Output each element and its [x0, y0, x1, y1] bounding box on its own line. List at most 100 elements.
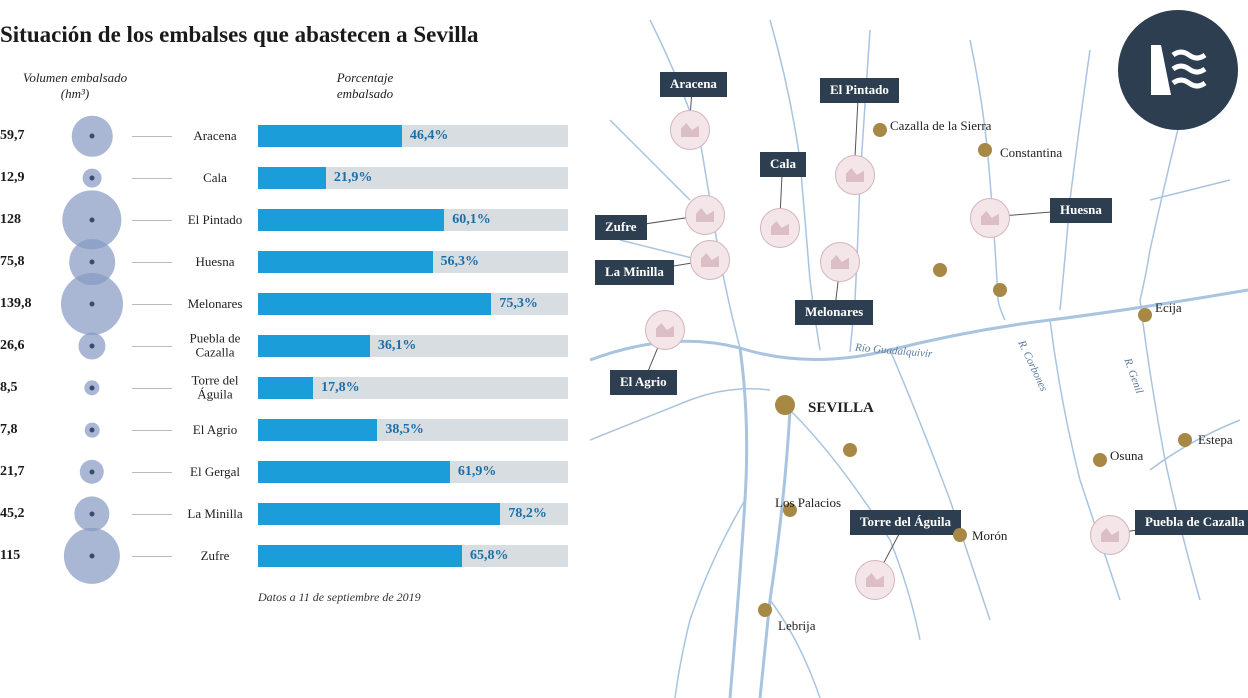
reservoir-name: Puebla de Cazalla — [175, 332, 255, 361]
town-label: Ecija — [1155, 300, 1182, 316]
bubble — [52, 283, 132, 325]
percent-value: 17,8% — [321, 380, 360, 396]
bubble — [52, 199, 132, 241]
bar: 36,1% — [258, 335, 568, 357]
dam-marker — [760, 208, 800, 248]
bubble — [52, 451, 132, 493]
volume-value: 75,8 — [0, 254, 48, 270]
dam-marker — [1090, 515, 1130, 555]
town-dot — [873, 123, 887, 137]
percent-value: 78,2% — [508, 506, 547, 522]
bubble — [52, 325, 132, 367]
reservoir-name: Aracena — [175, 129, 255, 143]
volume-value: 12,9 — [0, 170, 48, 186]
percent-value: 75,3% — [499, 296, 538, 312]
town-dot — [993, 283, 1007, 297]
volume-value: 7,8 — [0, 422, 48, 438]
town-label: Lebrija — [778, 618, 816, 634]
volume-value: 59,7 — [0, 128, 48, 144]
bar: 56,3% — [258, 251, 568, 273]
town-label: Osuna — [1110, 448, 1143, 464]
dam-badge: Cala — [760, 152, 806, 177]
bubble — [52, 367, 132, 409]
town-dot — [1178, 433, 1192, 447]
town-dot — [1138, 308, 1152, 322]
bar: 38,5% — [258, 419, 568, 441]
dam-badge: Zufre — [595, 215, 647, 240]
dam-marker — [855, 560, 895, 600]
chart-area: 59,7 Aracena 46,4% 12,9 Cala 21,9% 128El Pinta… — [0, 115, 580, 577]
bar: 21,9% — [258, 167, 568, 189]
chart-row: 115 Zufre 65,8% — [0, 535, 580, 577]
town-label: Constantina — [1000, 145, 1062, 161]
bar: 17,8% — [258, 377, 568, 399]
chart-row: 59,7 Aracena 46,4% — [0, 115, 580, 157]
volume-value: 128 — [0, 212, 48, 228]
chart-row: 128El Pintado60,1% — [0, 199, 580, 241]
volume-header: Volumen embalsado (hm³) — [20, 70, 130, 101]
percent-value: 46,4% — [410, 128, 449, 144]
dam-badge: Melonares — [795, 300, 873, 325]
town-dot — [775, 395, 795, 415]
volume-value: 8,5 — [0, 380, 48, 396]
town-label: Los Palacios — [775, 495, 841, 511]
dam-badge: Aracena — [660, 72, 727, 97]
dam-badge: El Agrio — [610, 370, 677, 395]
reservoir-name: Cala — [175, 171, 255, 185]
dam-marker — [645, 310, 685, 350]
bubble — [52, 115, 132, 157]
bar: 61,9% — [258, 461, 568, 483]
town-label: SEVILLA — [808, 400, 874, 417]
map: Aracena El Pintado Cala Zufre La Minilla Hues… — [590, 0, 1248, 698]
percent-value: 61,9% — [458, 464, 497, 480]
bar: 46,4% — [258, 125, 568, 147]
volume-value: 139,8 — [0, 296, 48, 312]
chart-row: 139,8 Melonares 75,3% — [0, 283, 580, 325]
volume-value: 26,6 — [0, 338, 48, 354]
bubble — [52, 409, 132, 451]
reservoir-name: Zufre — [175, 549, 255, 563]
reservoir-name: Melonares — [175, 297, 255, 311]
reservoir-name: El Gergal — [175, 465, 255, 479]
town-dot — [953, 528, 967, 542]
town-label: Estepa — [1198, 432, 1233, 448]
town-dot — [843, 443, 857, 457]
percent-value: 21,9% — [334, 170, 373, 186]
percent-value: 38,5% — [385, 422, 424, 438]
dam-marker — [820, 242, 860, 282]
town-dot — [933, 263, 947, 277]
dam-badge: La Minilla — [595, 260, 674, 285]
bar: 75,3% — [258, 293, 568, 315]
dam-marker — [835, 155, 875, 195]
reservoir-name: El Agrio — [175, 423, 255, 437]
percent-value: 65,8% — [470, 548, 509, 564]
volume-value: 45,2 — [0, 506, 48, 522]
dam-marker — [685, 195, 725, 235]
reservoir-name: Huesna — [175, 255, 255, 269]
dam-marker — [670, 110, 710, 150]
volume-value: 21,7 — [0, 464, 48, 480]
dam-badge: El Pintado — [820, 78, 899, 103]
chart-row: 8,5Torre del Águila17,8% — [0, 367, 580, 409]
dam-marker — [970, 198, 1010, 238]
percent-value: 56,3% — [441, 254, 480, 270]
percent-value: 60,1% — [452, 212, 491, 228]
footnote: Datos a 11 de septiembre de 2019 — [258, 590, 421, 605]
percent-header: Porcentaje embalsado — [310, 70, 420, 101]
town-dot — [1093, 453, 1107, 467]
town-label: Cazalla de la Sierra — [890, 118, 991, 134]
dam-marker — [690, 240, 730, 280]
volume-value: 115 — [0, 548, 48, 564]
town-dot — [978, 143, 992, 157]
dam-badge: Torre del Águila — [850, 510, 961, 535]
bar: 78,2% — [258, 503, 568, 525]
dam-badge: Huesna — [1050, 198, 1112, 223]
town-label: Morón — [972, 528, 1007, 544]
bar: 65,8% — [258, 545, 568, 567]
bubble — [52, 535, 132, 577]
chart-row: 7,8 El Agrio 38,5% — [0, 409, 580, 451]
percent-value: 36,1% — [378, 338, 417, 354]
town-dot — [758, 603, 772, 617]
dam-badge: Puebla de Cazalla — [1135, 510, 1248, 535]
dam-icon — [1118, 10, 1238, 130]
